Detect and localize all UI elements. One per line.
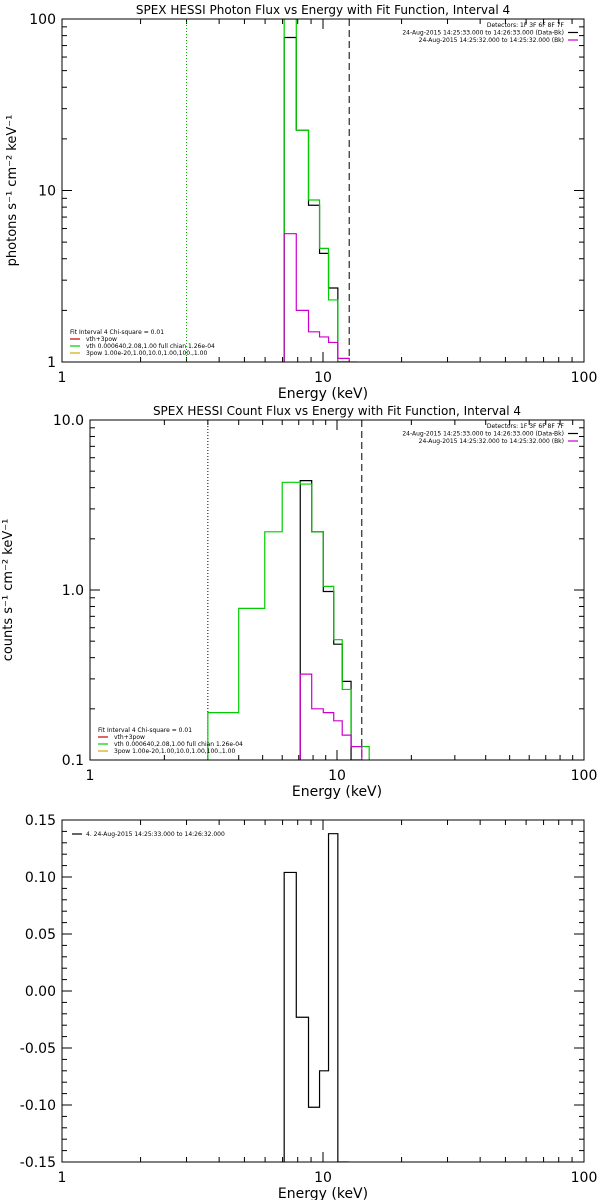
x-tick-label: 10: [314, 370, 332, 386]
chart-title: SPEX HESSI Photon Flux vs Energy with Fi…: [136, 3, 510, 17]
x-axis-label: Energy (keV): [292, 784, 382, 800]
x-tick-label: 1: [86, 768, 95, 784]
y-tick-label: -0.10: [20, 1098, 56, 1114]
series-group: [207, 480, 370, 760]
legend-entry-text: 3pow 1.00e-20,1.00,10.0,1.00,100.,1.00: [86, 350, 207, 357]
x-tick-label: 100: [571, 768, 598, 784]
legend-entry-text: 4. 24-Aug-2015 14:25:33.000 to 14:26:32.…: [86, 831, 225, 838]
series-line-1: [283, 833, 350, 1162]
series-line-3: [283, 233, 350, 362]
chart-panel-3: Energy (keV) 1 10 100 -0.15 -0.10 -0.05 0.00 0.0…: [20, 813, 598, 1200]
plot-frame: [89, 419, 585, 761]
y-tick-label: 0.05: [25, 927, 56, 943]
y-tick-label: 1.0: [62, 583, 84, 599]
series-group: [283, 833, 350, 1162]
y-tick-label: 10: [38, 184, 56, 200]
y-tick-label: 0.10: [25, 870, 56, 886]
legend-entry-text: 24-Aug-2015 14:25:33.000 to 14:26:33.000…: [402, 30, 564, 37]
x-tick-label: 100: [571, 1170, 598, 1186]
series-group: [283, 19, 358, 362]
legend-entry-text: 24-Aug-2015 14:25:32.000 to 14:25:32.000…: [419, 37, 564, 44]
legend-entry-text: 3pow 1.00e-20,1.00,10.0,1.00,100.,1.00: [114, 748, 235, 755]
chart-panel-1: SPEX HESSI Photon Flux vs Energy with Fi…: [5, 3, 597, 402]
series-line-1: [299, 480, 362, 760]
series-line-2: [283, 19, 358, 362]
legend-entry-text: Fit Interval 4 Chi-square = 0.01: [70, 329, 164, 336]
y-axis-label: photons s⁻¹ cm⁻² keV⁻¹: [5, 115, 20, 267]
x-tick-label: 100: [571, 370, 598, 386]
y-tick-label: 100: [29, 12, 56, 28]
legend-entry-text: vth 0.000640,2.08,1.00 full chian 1.26e-…: [114, 741, 243, 748]
x-tick-label: 1: [58, 370, 67, 386]
x-axis-label: Energy (keV): [278, 386, 368, 402]
y-tick-label: -0.05: [20, 1041, 56, 1057]
legend-entry-text: 24-Aug-2015 14:25:33.000 to 14:26:33.000…: [402, 431, 564, 438]
y-tick-label: -0.15: [20, 1155, 56, 1171]
y-tick-label: 10.0: [53, 413, 84, 429]
x-tick-label: 10: [314, 1170, 332, 1186]
y-axis-label: counts s⁻¹ cm⁻² keV⁻¹: [1, 519, 16, 662]
plot-frame: [61, 18, 585, 363]
legend-entry-text: vth+3pow: [86, 336, 117, 343]
x-axis-label: Energy (keV): [278, 1186, 368, 1200]
x-tick-label: 1: [58, 1170, 67, 1186]
legend-entry-text: Detectors: 1F 3F 6F 8F 7F: [487, 423, 565, 430]
y-tick-label: 0.00: [25, 984, 56, 1000]
y-tick-label: 1: [47, 355, 56, 371]
series-line-3: [299, 673, 363, 760]
y-tick-label: 0.15: [25, 813, 56, 829]
series-line-2: [207, 481, 370, 760]
plot-frame: [61, 819, 585, 1163]
legend-entry-text: vth 0.000640,2.08,1.00 full chian 1.26e-…: [86, 343, 215, 350]
x-tick-label: 10: [328, 768, 346, 784]
chart-title: SPEX HESSI Count Flux vs Energy with Fit…: [153, 404, 521, 418]
legend-entry-text: Fit Interval 4 Chi-square = 0.01: [98, 727, 192, 734]
legend-entry-text: vth+3pow: [114, 734, 145, 741]
legend-entry-text: Detectors: 1F 3F 6F 8F 7F: [487, 22, 565, 29]
chart-panel-2: SPEX HESSI Count Flux vs Energy with Fit…: [1, 404, 597, 800]
legend-entry-text: 24-Aug-2015 14:25:32.000 to 14:25:32.000…: [419, 438, 564, 445]
y-tick-label: 0.1: [62, 753, 84, 769]
